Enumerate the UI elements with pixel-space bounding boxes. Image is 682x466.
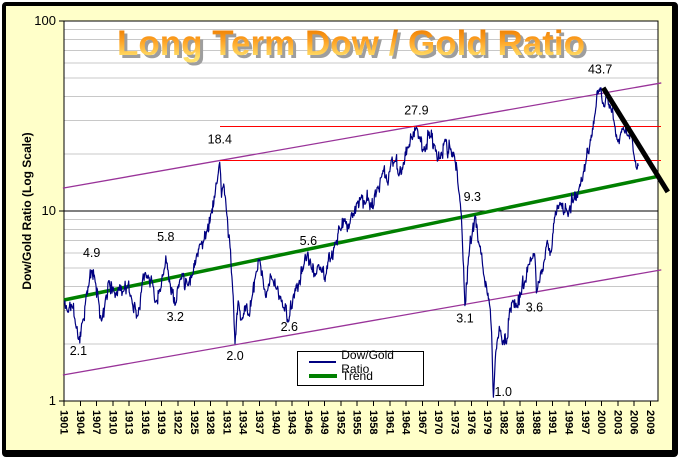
- x-axis-tick-label: 1916: [139, 410, 151, 434]
- x-axis-tick-label: 1940: [269, 410, 281, 434]
- x-axis-tick-label: 2006: [628, 410, 640, 434]
- x-axis-tick-label: 1982: [497, 410, 509, 434]
- data-label: 18.4: [208, 133, 232, 147]
- x-axis-tick-label: 1904: [74, 410, 86, 435]
- x-axis-tick-label: 1991: [546, 410, 558, 434]
- trend-line: [63, 174, 658, 302]
- legend-label-ratio: Dow/Gold Ratio: [341, 348, 394, 376]
- channel-line-lower: [62, 269, 662, 376]
- x-axis-tick-label: 1919: [155, 410, 167, 434]
- x-axis-tick-label: 1931: [220, 410, 232, 434]
- legend-item-trend: Trend: [309, 369, 423, 383]
- x-axis-tick-label: 1985: [514, 410, 526, 434]
- legend: Dow/Gold Ratio Trend: [297, 348, 424, 386]
- ratio-line-swatch: [309, 361, 337, 363]
- x-axis-tick-label: 1934: [237, 410, 249, 435]
- x-axis-tick-label: 1913: [123, 410, 135, 434]
- x-axis-tick-label: 1961: [383, 410, 395, 434]
- x-axis-tick-label: 1976: [465, 410, 477, 434]
- x-axis-tick-label: 1946: [302, 410, 314, 434]
- data-label: 5.8: [157, 230, 174, 244]
- x-axis-tick-label: 1949: [318, 410, 330, 434]
- x-axis-tick-label: 1973: [448, 410, 460, 434]
- x-axis-tick-label: 1943: [286, 410, 298, 434]
- data-label: 2.1: [70, 344, 87, 358]
- x-axis-tick-label: 1997: [579, 410, 591, 434]
- data-label: 3.1: [456, 312, 473, 326]
- x-axis-tick-label: 1922: [172, 410, 184, 434]
- x-axis-tick-label: 1955: [351, 410, 363, 434]
- data-label: 3.2: [167, 310, 184, 324]
- x-axis-tick-label: 1967: [416, 410, 428, 434]
- x-axis-tick-label: 2000: [595, 410, 607, 434]
- data-label: 4.9: [83, 246, 100, 260]
- y-axis-tick-label: 1: [49, 393, 56, 408]
- x-axis-tick-label: 1937: [253, 410, 265, 434]
- x-axis-tick-label: 1964: [400, 410, 412, 435]
- data-label: 9.3: [464, 190, 481, 204]
- x-axis-tick-label: 1952: [334, 410, 346, 434]
- channel-line-upper: [62, 82, 662, 189]
- trend-line-swatch: [309, 374, 337, 378]
- x-axis-tick-label: 2003: [611, 410, 623, 434]
- x-axis-tick-label: 1907: [90, 410, 102, 434]
- y-axis-title: Dow/Gold Ratio (Log Scale): [20, 132, 34, 290]
- data-label: 27.9: [404, 103, 428, 117]
- x-axis-tick-label: 1958: [367, 410, 379, 434]
- y-axis-tick-label: 100: [34, 13, 56, 28]
- projection-arrow: [601, 86, 670, 194]
- data-label: 5.6: [300, 234, 317, 248]
- x-axis-tick-label: 1901: [58, 410, 70, 434]
- data-label: 2.0: [226, 349, 243, 363]
- legend-label-trend: Trend: [342, 369, 373, 383]
- y-axis-tick-label: 10: [42, 203, 56, 218]
- x-axis-tick-label: 1928: [204, 410, 216, 434]
- x-axis-tick-label: 1979: [481, 410, 493, 434]
- x-axis-tick-label: 1970: [432, 410, 444, 434]
- x-axis-tick-label: 1994: [562, 410, 574, 435]
- x-axis-tick-label: 1988: [530, 410, 542, 434]
- x-axis-tick-label: 1925: [188, 410, 200, 434]
- data-label: 3.6: [526, 300, 543, 314]
- legend-item-dow-gold-ratio: Dow/Gold Ratio: [309, 348, 423, 376]
- x-axis-tick-label: 2009: [644, 410, 656, 434]
- x-axis-tick-label: 1910: [106, 410, 118, 434]
- data-label: 2.6: [281, 320, 298, 334]
- dow-gold-ratio-line: [63, 87, 639, 398]
- data-label: 43.7: [588, 62, 612, 76]
- data-label: 1.0: [495, 385, 512, 399]
